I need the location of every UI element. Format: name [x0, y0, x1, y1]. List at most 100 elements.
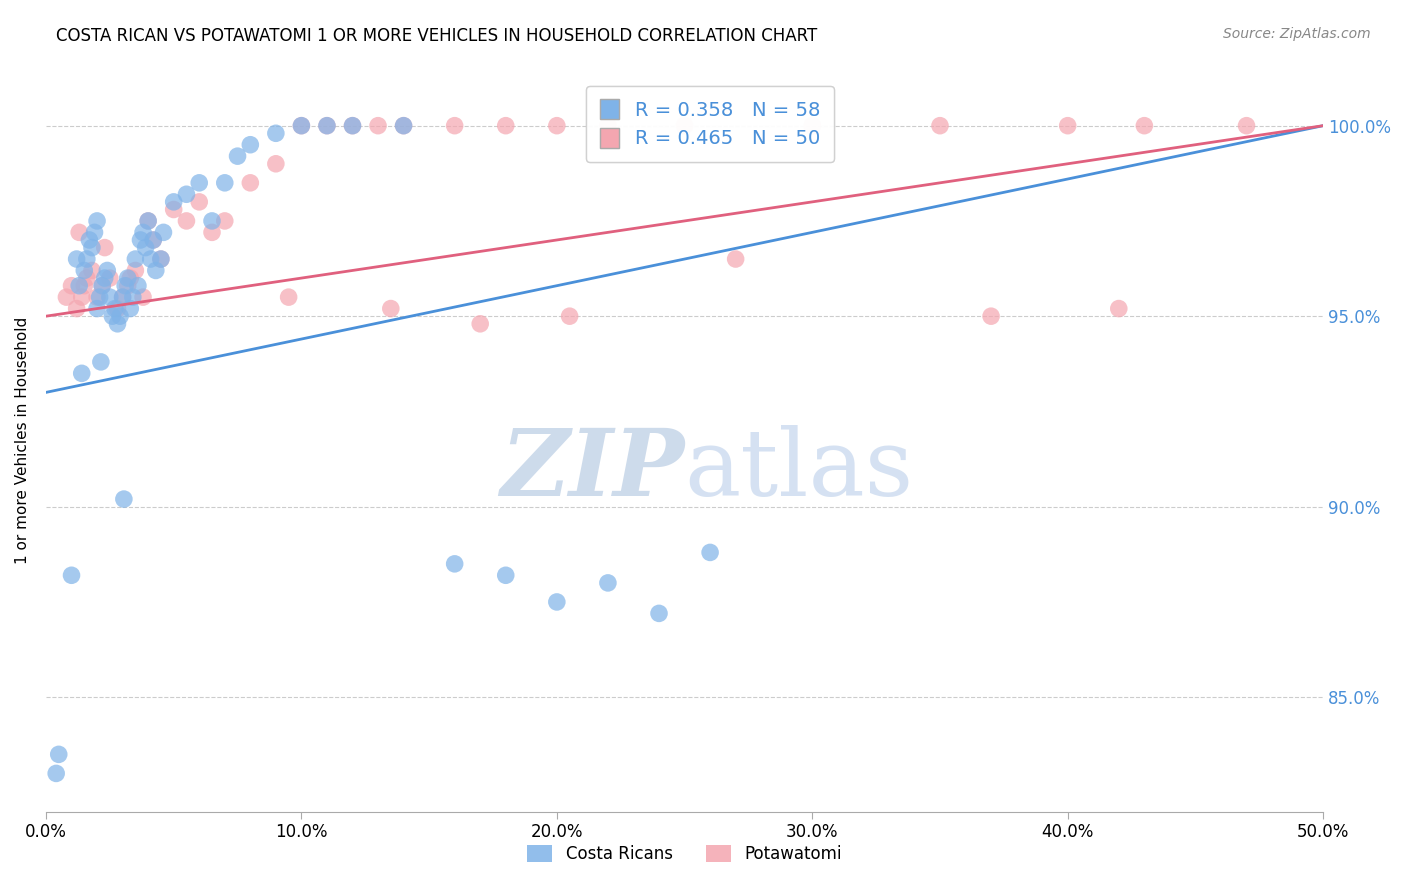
- Point: [121, 290, 143, 304]
- Point: [91, 278, 114, 293]
- Point: [107, 301, 129, 316]
- Point: [145, 263, 167, 277]
- Point: [163, 202, 186, 217]
- Point: [89, 290, 111, 304]
- Point: [1056, 119, 1078, 133]
- Point: [596, 119, 619, 133]
- Point: [342, 119, 364, 133]
- Point: [127, 278, 149, 293]
- Point: [112, 492, 135, 507]
- Y-axis label: 1 or more Vehicles in Household: 1 or more Vehicles in Household: [15, 317, 30, 564]
- Point: [342, 119, 364, 133]
- Text: ZIP: ZIP: [501, 425, 685, 515]
- Point: [546, 119, 568, 133]
- Point: [495, 568, 517, 582]
- Point: [108, 309, 131, 323]
- Point: [443, 119, 465, 133]
- Point: [214, 214, 236, 228]
- Legend: R = 0.358   N = 58, R = 0.465   N = 50: R = 0.358 N = 58, R = 0.465 N = 50: [586, 86, 834, 161]
- Point: [1236, 119, 1258, 133]
- Point: [673, 119, 696, 133]
- Point: [380, 301, 402, 316]
- Point: [264, 126, 287, 140]
- Point: [93, 241, 115, 255]
- Point: [86, 214, 108, 228]
- Point: [470, 317, 492, 331]
- Point: [201, 214, 224, 228]
- Point: [67, 278, 90, 293]
- Point: [648, 607, 671, 621]
- Point: [176, 214, 198, 228]
- Point: [124, 252, 146, 266]
- Point: [111, 290, 134, 304]
- Point: [80, 263, 103, 277]
- Point: [188, 176, 211, 190]
- Point: [48, 747, 70, 762]
- Point: [1133, 119, 1156, 133]
- Point: [132, 225, 155, 239]
- Point: [60, 278, 83, 293]
- Point: [139, 252, 162, 266]
- Point: [76, 271, 98, 285]
- Point: [136, 214, 159, 228]
- Point: [596, 575, 619, 590]
- Point: [316, 119, 339, 133]
- Point: [149, 252, 172, 266]
- Point: [91, 278, 114, 293]
- Point: [70, 290, 93, 304]
- Point: [264, 157, 287, 171]
- Point: [239, 137, 262, 152]
- Text: COSTA RICAN VS POTAWATOMI 1 OR MORE VEHICLES IN HOUSEHOLD CORRELATION CHART: COSTA RICAN VS POTAWATOMI 1 OR MORE VEHI…: [56, 27, 817, 45]
- Point: [70, 367, 93, 381]
- Point: [392, 119, 415, 133]
- Point: [558, 309, 581, 323]
- Point: [724, 252, 747, 266]
- Point: [226, 149, 249, 163]
- Point: [176, 187, 198, 202]
- Point: [801, 119, 824, 133]
- Point: [1108, 301, 1130, 316]
- Point: [86, 301, 108, 316]
- Point: [136, 214, 159, 228]
- Point: [80, 241, 103, 255]
- Point: [45, 766, 67, 780]
- Point: [117, 271, 139, 285]
- Point: [392, 119, 415, 133]
- Point: [120, 301, 142, 316]
- Point: [980, 309, 1002, 323]
- Point: [546, 595, 568, 609]
- Point: [124, 263, 146, 277]
- Point: [163, 194, 186, 209]
- Point: [443, 557, 465, 571]
- Point: [93, 271, 115, 285]
- Point: [98, 271, 121, 285]
- Point: [316, 119, 339, 133]
- Point: [135, 241, 157, 255]
- Point: [76, 252, 98, 266]
- Point: [65, 252, 87, 266]
- Point: [65, 301, 87, 316]
- Point: [98, 290, 121, 304]
- Point: [699, 545, 721, 559]
- Point: [149, 252, 172, 266]
- Point: [90, 355, 112, 369]
- Point: [495, 119, 517, 133]
- Point: [79, 233, 101, 247]
- Text: atlas: atlas: [685, 425, 914, 515]
- Point: [142, 233, 165, 247]
- Text: Source: ZipAtlas.com: Source: ZipAtlas.com: [1223, 27, 1371, 41]
- Point: [73, 263, 96, 277]
- Point: [277, 290, 299, 304]
- Point: [117, 278, 139, 293]
- Point: [239, 176, 262, 190]
- Point: [188, 194, 211, 209]
- Point: [201, 225, 224, 239]
- Point: [114, 278, 136, 293]
- Point: [152, 225, 174, 239]
- Point: [214, 176, 236, 190]
- Point: [120, 271, 142, 285]
- Point: [67, 225, 90, 239]
- Point: [83, 225, 105, 239]
- Point: [107, 317, 129, 331]
- Point: [290, 119, 312, 133]
